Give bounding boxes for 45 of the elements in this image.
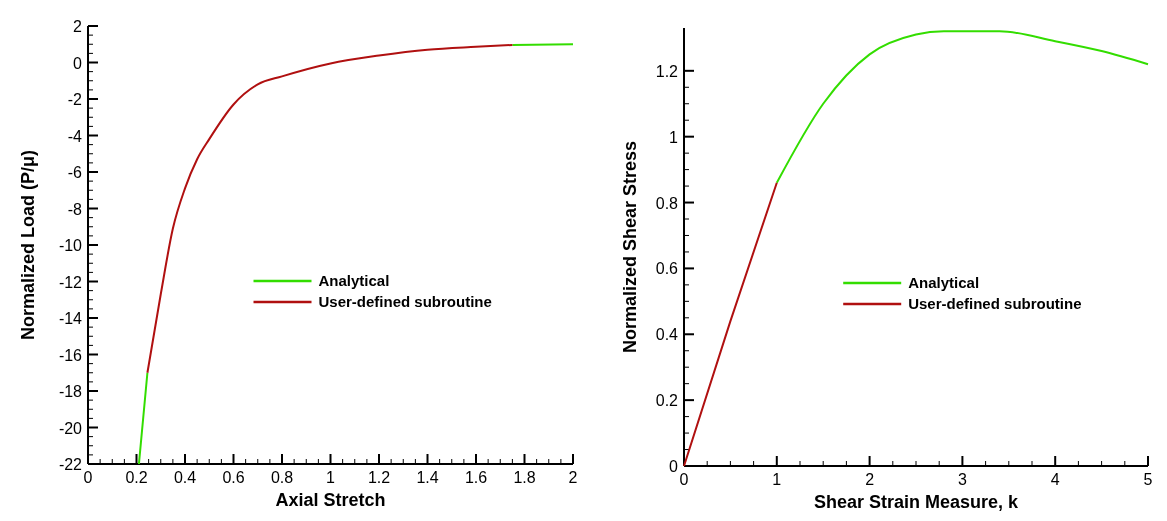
y-tick-label: 0.4 (655, 326, 679, 344)
x-tick-label: 3 (957, 471, 967, 488)
y-tick-label: 0 (669, 458, 679, 475)
y-tick-label: -16 (58, 346, 83, 364)
x-tick-label: 1.2 (367, 469, 391, 486)
x-tick-label: 1 (772, 471, 782, 488)
y-tick-label: 0.8 (655, 194, 679, 212)
x-tick-label: 4 (1050, 471, 1060, 488)
x-tick-label: 1.8 (513, 469, 536, 486)
x-tick-label: 2 (865, 471, 875, 488)
legend-label: Analytical (908, 274, 980, 292)
x-tick-label: 2 (568, 469, 578, 486)
line-series (775, 30, 1149, 184)
y-tick-label: -18 (58, 383, 83, 400)
y-tick-label: 0 (73, 54, 83, 72)
x-tick-label: 1.6 (464, 469, 488, 486)
x-tick-label: 0.6 (222, 469, 245, 486)
x-tick-label: 0.4 (173, 469, 197, 486)
y-tick-label: -6 (67, 164, 83, 181)
legend-label: User-defined subroutine (318, 293, 492, 311)
y-tick-label: 1.2 (655, 62, 679, 80)
y-tick-label: -14 (58, 310, 83, 327)
x-tick-label: 0.2 (125, 469, 148, 486)
y-tick-label: 2 (73, 18, 83, 35)
x-tick-label: 5 (1143, 471, 1153, 488)
y-tick-label: -22 (58, 456, 83, 473)
legend-label: Analytical (318, 272, 390, 290)
line-series (146, 43, 514, 374)
y-tick-label: -10 (58, 237, 83, 254)
y-tick-label: -4 (67, 127, 83, 145)
legend-label: User-defined subroutine (908, 295, 1082, 313)
y-axis-title: Normalized Shear Stress (620, 140, 640, 354)
x-tick-label: 1.4 (416, 469, 439, 486)
y-tick-label: -8 (67, 200, 83, 218)
y-tick-label: -20 (58, 419, 83, 437)
x-tick-label: 1 (326, 469, 336, 486)
y-tick-label: 1 (669, 128, 679, 146)
y-axis-title: Normalized Load (P/μ) (18, 149, 38, 341)
x-tick-label: 0.8 (270, 469, 294, 486)
y-tick-label: -2 (67, 91, 83, 108)
y-tick-label: -12 (58, 273, 83, 291)
y-tick-label: 0.6 (655, 260, 679, 278)
x-axis-title: Shear Strain Measure, k (813, 492, 1020, 512)
x-axis-title: Axial Stretch (275, 490, 386, 510)
y-tick-label: 0.2 (655, 392, 679, 410)
